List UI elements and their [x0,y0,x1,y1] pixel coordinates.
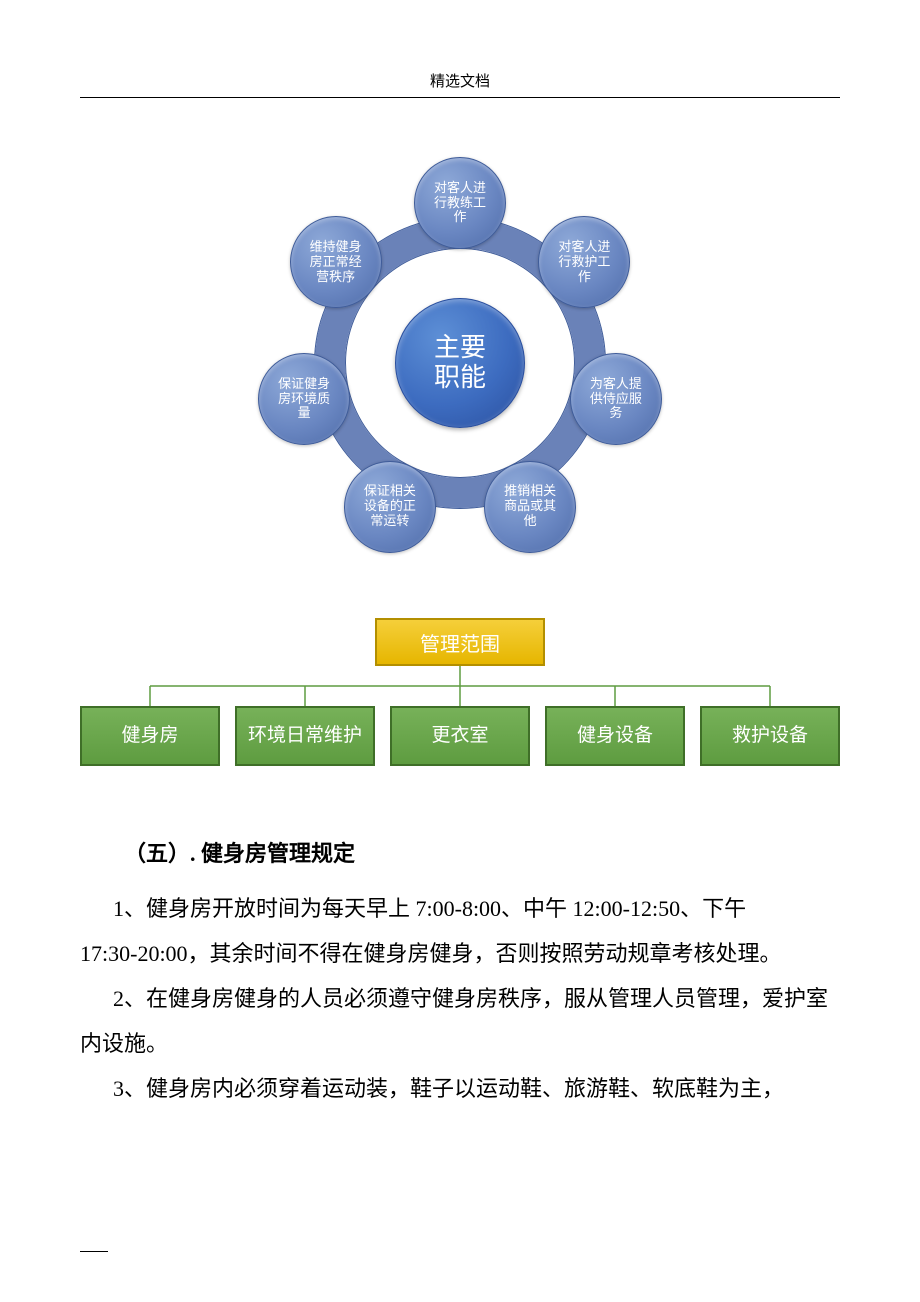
body-paragraph-1a: 1、健身房开放时间为每天早上 7:00-8:00、中午 12:00-12:50、… [80,886,840,931]
org-connector-lines [80,666,840,706]
diagram-outer-node: 维持健身房正常经营秩序 [290,216,382,308]
org-child-box: 健身设备 [545,706,685,766]
diagram-outer-node: 为客人提供侍应服务 [570,353,662,445]
diagram-outer-node: 推销相关商品或其他 [484,461,576,553]
org-child-box: 救护设备 [700,706,840,766]
diagram-center-label: 主要职能 [434,333,486,393]
org-child-box: 更衣室 [390,706,530,766]
footer-rule [80,1251,108,1252]
org-children-row: 健身房环境日常维护更衣室健身设备救护设备 [80,706,840,766]
org-child-box: 健身房 [80,706,220,766]
body-paragraph-1b: 17:30-20:00，其余时间不得在健身房健身，否则按照劳动规章考核处理。 [80,931,840,976]
page-header-title: 精选文档 [80,70,840,98]
page: 精选文档 主要职能 对客人进行教练工作对客人进行救护工作为客人提供侍应服务推销相… [0,0,920,1302]
body-paragraph-2: 2、在健身房健身的人员必须遵守健身房秩序，服从管理人员管理，爱护室内设施。 [80,976,840,1066]
org-top-label: 管理范围 [420,628,500,657]
org-child-box: 环境日常维护 [235,706,375,766]
org-chart: 管理范围 健身房环境日常维护更衣室健身设备救护设备 [80,618,840,766]
section-heading: （五）. 健身房管理规定 [80,836,840,868]
diagram-outer-node: 保证健身房环境质量 [258,353,350,445]
diagram-outer-node: 对客人进行教练工作 [414,157,506,249]
diagram-outer-node: 保证相关设备的正常运转 [344,461,436,553]
radial-diagram: 主要职能 对客人进行教练工作对客人进行救护工作为客人提供侍应服务推销相关商品或其… [225,148,695,578]
diagram-center-node: 主要职能 [395,298,525,428]
diagram-outer-node: 对客人进行救护工作 [538,216,630,308]
org-top-box: 管理范围 [375,618,545,666]
body-paragraph-3: 3、健身房内必须穿着运动装，鞋子以运动鞋、旅游鞋、软底鞋为主， [80,1066,840,1111]
